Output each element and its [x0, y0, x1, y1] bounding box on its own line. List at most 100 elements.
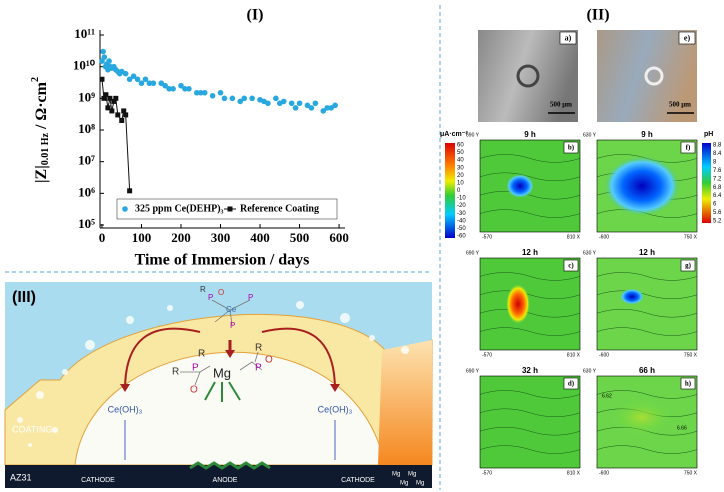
y-tick-label: 10⁵	[78, 216, 95, 231]
point	[113, 95, 119, 101]
x-tick-label: 200	[171, 230, 191, 245]
colorbar-tick: 8.4	[713, 151, 722, 157]
point	[288, 100, 295, 107]
point	[182, 86, 188, 92]
point	[101, 95, 107, 101]
hotspot	[620, 288, 644, 305]
image-label: e)	[684, 33, 691, 42]
point	[237, 98, 244, 105]
substrate	[5, 465, 432, 488]
point	[122, 70, 129, 77]
axis-label: -570	[482, 470, 492, 476]
y-label-main: |Z|	[33, 165, 50, 183]
scale-label: 500 μm	[550, 101, 572, 109]
contour-map	[480, 376, 580, 468]
arrowhead	[120, 384, 130, 392]
label-box	[559, 31, 577, 45]
point	[142, 76, 149, 83]
micrograph	[478, 30, 578, 122]
point	[106, 58, 112, 64]
axis-label: 690 Y	[466, 132, 480, 138]
point	[280, 98, 287, 105]
contour	[479, 290, 581, 300]
point	[115, 112, 121, 118]
point	[111, 98, 117, 104]
contour	[479, 327, 581, 336]
point	[126, 76, 133, 83]
point	[119, 117, 125, 123]
point	[292, 105, 299, 111]
point	[162, 82, 169, 89]
axis-label: -570	[482, 352, 492, 358]
point	[194, 89, 200, 96]
contour	[479, 209, 581, 218]
hotspot	[506, 284, 530, 324]
y-label-sub: 0.01 Hz	[40, 132, 51, 165]
point	[273, 95, 279, 102]
map-label: g)	[685, 262, 692, 270]
x-tick-label: 300	[211, 230, 231, 245]
point	[265, 100, 271, 107]
contour	[479, 390, 581, 399]
y-label-unit: / Ω·cm	[33, 81, 50, 133]
map-label: d)	[568, 380, 575, 388]
point	[178, 82, 184, 89]
mg: Mg	[400, 481, 408, 487]
molecule: Ce P P P O R R P P O O R R	[172, 285, 273, 396]
y-tick-label: 10⁹	[78, 89, 95, 104]
point	[197, 89, 204, 96]
y-tick-label: 10¹⁰	[73, 58, 96, 73]
point	[332, 102, 338, 109]
colorbar-tick: 6	[713, 202, 717, 208]
contour	[596, 290, 698, 300]
point	[100, 48, 106, 55]
panel-label: (III)	[12, 289, 36, 306]
product-label: Ce(OH)₃	[318, 404, 353, 414]
colorbar-tick: 10	[457, 180, 464, 186]
point	[107, 95, 113, 101]
contour	[479, 426, 581, 436]
contour	[596, 308, 698, 318]
point	[241, 95, 248, 102]
point	[229, 95, 236, 102]
axis-label: -600	[599, 470, 609, 476]
point	[296, 100, 303, 107]
colorbar-tick: -20	[457, 203, 466, 209]
axis-label: 750 X	[684, 470, 698, 476]
colorbar-tick: 6.4	[713, 193, 722, 199]
point	[221, 95, 228, 102]
legend-label: Reference Coating	[240, 203, 319, 214]
anode-label: ANODE	[213, 477, 238, 484]
map-frame	[479, 375, 581, 469]
label-box	[563, 377, 579, 390]
point	[99, 76, 105, 82]
map-label: c)	[568, 262, 574, 270]
panel-label: (II)	[586, 7, 609, 24]
colorbar	[702, 143, 711, 223]
legend-marker	[122, 206, 128, 212]
atom: R	[198, 349, 205, 360]
atom: O	[265, 355, 273, 366]
colorbar-tick: -10	[457, 196, 466, 202]
axis-label: -570	[482, 234, 492, 240]
point	[186, 86, 192, 92]
point	[101, 54, 108, 60]
contour	[479, 445, 581, 454]
point	[109, 108, 115, 114]
x-tick-label: 400	[250, 230, 270, 245]
axis-label: -600	[599, 234, 609, 240]
label-box	[678, 31, 696, 45]
colorbar-tick: 30	[457, 165, 464, 171]
axis-label: 810 X	[567, 470, 581, 476]
colorbar-tick: 5.6	[713, 210, 722, 216]
x-tick-label: 0	[99, 230, 106, 245]
mg: Mg	[408, 472, 416, 478]
axis-label: 630 Y	[583, 368, 597, 374]
map-title: 32 h	[522, 366, 538, 375]
corrosion	[189, 461, 271, 470]
point	[166, 86, 172, 92]
axis-label: 810 X	[567, 352, 581, 358]
atom: Ce	[226, 305, 237, 314]
point	[209, 93, 216, 99]
